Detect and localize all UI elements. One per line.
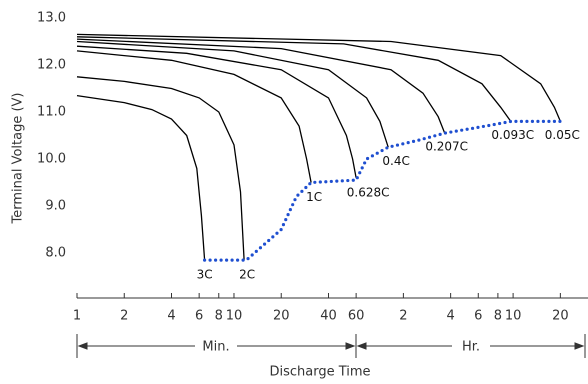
x-tick-label: 1 <box>73 309 81 324</box>
curve-label: 1C <box>306 190 322 204</box>
x-tick-label: 20 <box>552 309 569 324</box>
x-tick-label: 10 <box>226 309 243 324</box>
discharge-curve <box>76 33 561 122</box>
y-tick-label: 13.0 <box>37 11 66 26</box>
discharge-curve <box>76 45 357 178</box>
curve-label: 2C <box>239 268 255 282</box>
y-tick-label: 12.0 <box>37 58 66 73</box>
curve-label: 0.093C <box>491 128 534 142</box>
y-tick-label: 8.0 <box>45 246 66 261</box>
y-tick-label: 9.0 <box>45 199 66 214</box>
curve-label: 0.207C <box>425 140 468 154</box>
x-tick-label: 6 <box>195 309 203 324</box>
discharge-curve <box>76 38 446 134</box>
x-tick-label: 60 <box>348 309 365 324</box>
annotation: Hr. <box>462 340 480 355</box>
discharge-curve <box>76 50 312 183</box>
x-tick-label: 8 <box>494 309 502 324</box>
x-tick-label: 2 <box>399 309 407 324</box>
curve-label: 0.4C <box>382 154 409 168</box>
range-arrows <box>77 342 585 350</box>
end-voltage-line <box>203 119 562 262</box>
discharge-curve <box>76 36 512 122</box>
curve-label: 0.628C <box>347 185 390 199</box>
x-tick-label: 20 <box>273 309 290 324</box>
x-axis-label: Discharge Time <box>269 365 370 380</box>
discharge-curve <box>76 76 245 261</box>
y-tick-label: 10.0 <box>37 152 66 167</box>
curve-label: 0.05C <box>545 128 580 142</box>
discharge-curve <box>76 94 206 261</box>
x-tick-label: 10 <box>505 309 522 324</box>
x-tick-label: 2 <box>120 309 128 324</box>
x-tick-label: 4 <box>446 309 454 324</box>
x-tick-label: 8 <box>215 309 223 324</box>
annotation: Min. <box>202 340 229 355</box>
y-tick-label: 11.0 <box>37 105 66 120</box>
x-tick-label: 40 <box>320 309 337 324</box>
x-tick-label: 6 <box>474 309 482 324</box>
x-tick-label: 4 <box>167 309 175 324</box>
curve-label: 3C <box>197 268 213 282</box>
y-axis-label: Terminal Voltage (V) <box>11 92 26 224</box>
discharge-curve <box>76 40 389 148</box>
